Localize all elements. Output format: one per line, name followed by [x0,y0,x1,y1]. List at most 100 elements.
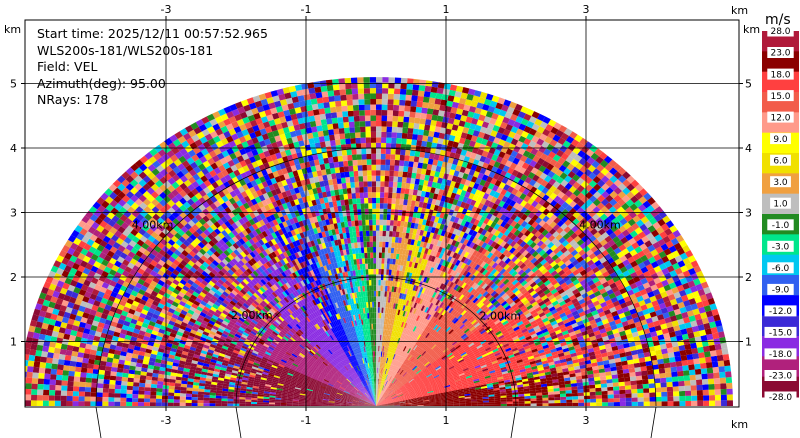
velocity-cell [312,325,318,331]
velocity-cell [505,390,513,394]
velocity-cell [361,396,367,400]
velocity-cell [348,369,353,375]
velocity-cell [254,324,262,330]
velocity-cell [365,374,368,380]
velocity-cell [391,286,395,292]
velocity-cell [428,349,434,355]
velocity-cell [360,389,365,394]
velocity-cell [399,404,406,405]
velocity-cell [380,329,382,335]
velocity-cell [286,350,293,355]
velocity-cell [489,372,496,376]
velocity-cell [296,288,302,295]
velocity-cell [333,366,339,372]
velocity-cell [366,307,369,314]
velocity-cell [431,292,437,298]
velocity-cell [439,361,445,366]
velocity-cell [384,368,387,375]
velocity-cell [299,397,306,399]
velocity-cell [274,373,281,377]
velocity-cell [492,381,499,385]
velocity-cell [288,330,294,336]
velocity-cell [275,399,281,402]
velocity-cell [318,357,325,362]
velocity-cell [349,383,355,388]
velocity-cell [350,391,356,395]
velocity-cell [382,379,385,385]
velocity-cell [313,346,319,352]
velocity-cell [414,345,419,352]
velocity-cell [363,369,366,375]
velocity-cell [341,383,347,388]
velocity-cell [376,400,378,406]
velocity-cell [334,384,340,388]
velocity-cell [414,308,419,315]
velocity-cell [406,367,411,373]
velocity-cell [351,355,355,361]
velocity-cell [309,295,314,301]
velocity-cell [354,396,360,399]
velocity-cell [363,296,366,303]
velocity-cell [292,352,299,357]
velocity-cell [494,399,501,403]
velocity-cell [355,308,359,315]
velocity-cell [399,350,403,356]
velocity-cell [393,402,400,404]
velocity-cell [441,303,447,309]
velocity-cell [376,400,379,406]
velocity-cell [432,331,438,337]
velocity-cell [429,291,435,297]
velocity-cell [380,290,383,297]
velocity-cell [377,395,380,401]
velocity-cell [376,402,381,406]
velocity-cell [376,362,378,368]
velocity-cell [308,370,315,374]
velocity-cell [416,397,423,400]
velocity-cell [483,371,490,376]
velocity-cell [352,405,359,406]
velocity-cell [330,347,335,353]
velocity-cell [395,354,399,361]
velocity-cell [269,300,276,307]
velocity-cell [247,360,254,365]
velocity-cell [422,368,428,373]
velocity-cell [404,366,409,372]
velocity-cell [453,334,460,340]
velocity-cell [370,356,372,363]
velocity-cell [368,385,371,391]
velocity-cell [523,362,531,367]
velocity-cell [396,374,401,380]
velocity-cell [300,373,307,377]
velocity-cell [285,295,292,302]
velocity-cell [371,384,373,390]
velocity-cell [325,389,332,393]
velocity-cell [362,318,365,325]
velocity-cell [306,374,312,378]
velocity-cell [305,395,312,398]
velocity-cell [332,303,337,309]
velocity-cell [435,333,441,339]
velocity-cell [335,398,341,401]
velocity-cell [397,383,403,388]
velocity-cell [362,395,368,399]
velocity-cell [397,394,404,397]
velocity-cell [356,385,361,390]
velocity-cell [420,269,425,276]
velocity-cell [283,366,290,370]
velocity-cell [239,349,246,354]
velocity-cell [351,389,357,394]
velocity-cell [460,325,467,331]
velocity-cell [377,362,379,368]
velocity-cell [328,400,335,402]
velocity-cell [415,303,420,309]
velocity-cell [372,389,375,396]
velocity-cell [529,390,536,394]
velocity-cell [400,316,405,322]
velocity-cell [309,342,315,348]
velocity-cell [463,390,470,393]
velocity-cell [469,334,476,340]
velocity-cell [293,350,300,356]
velocity-cell [292,404,299,406]
velocity-cell [284,289,290,296]
velocity-cell [403,381,409,386]
